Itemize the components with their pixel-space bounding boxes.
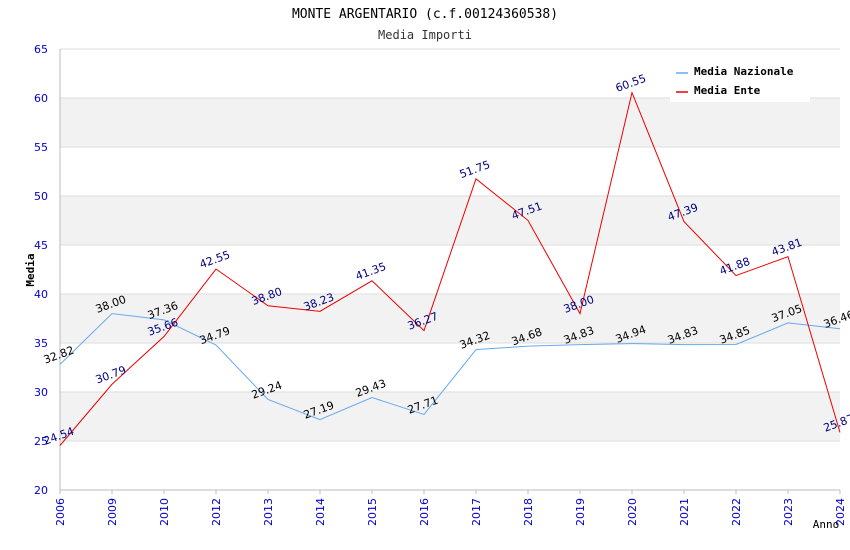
x-tick-label: 2009 — [106, 498, 119, 526]
x-tick-label: 2022 — [730, 498, 743, 526]
x-tick-labels: 2006 2009 2010 2012 2013 2014 2015 2016 2017 2018… — [54, 490, 847, 526]
plot-band — [60, 98, 840, 147]
plot-band — [60, 343, 840, 392]
y-tick-label: 60 — [34, 92, 48, 105]
series-line-media-nazionale — [59, 313, 841, 421]
plot-bands — [60, 49, 840, 490]
x-axis-title: Anno — [813, 518, 840, 531]
x-tick-label: 2014 — [314, 498, 327, 526]
legend-label-media-nazionale: Media Nazionale — [694, 65, 794, 78]
y-tick-label: 45 — [34, 239, 48, 252]
x-tick-label: 2016 — [418, 498, 431, 526]
y-tick-label: 20 — [34, 484, 48, 497]
chart-title: MONTE ARGENTARIO (c.f.00124360538) — [292, 7, 558, 22]
x-tick-label: 2010 — [158, 498, 171, 526]
plot-band — [60, 441, 840, 490]
gridlines — [60, 48, 840, 491]
x-tick-label: 2019 — [574, 498, 587, 526]
x-tick-label: 2013 — [262, 498, 275, 526]
x-tick-label: 2018 — [522, 498, 535, 526]
legend-box — [670, 60, 810, 102]
x-tick-label: 2017 — [470, 498, 483, 526]
legend-label-media-ente: Media Ente — [694, 84, 761, 97]
chart-subtitle: Media Importi — [378, 28, 472, 42]
y-axis-title: Media — [24, 253, 37, 286]
series-line-media-ente — [59, 90, 841, 446]
y-tick-labels: 20 25 30 35 40 45 50 55 60 65 — [34, 43, 48, 497]
y-tick-label: 35 — [34, 337, 48, 350]
y-tick-label: 25 — [34, 435, 48, 448]
x-tick-label: 2023 — [782, 498, 795, 526]
y-tick-label: 55 — [34, 141, 48, 154]
y-tick-label: 40 — [34, 288, 48, 301]
x-tick-label: 2024 — [834, 498, 847, 526]
y-tick-label: 50 — [34, 190, 48, 203]
plot-band — [60, 147, 840, 196]
x-tick-label: 2020 — [626, 498, 639, 526]
x-tick-label: 2012 — [210, 498, 223, 526]
x-tick-label: 2021 — [678, 498, 691, 526]
x-tick-label: 2006 — [54, 498, 67, 526]
y-tick-label: 65 — [34, 43, 48, 56]
legend: Media Nazionale Media Ente — [670, 60, 810, 102]
y-tick-label: 30 — [34, 386, 48, 399]
plot-band — [60, 196, 840, 245]
series-lines — [59, 90, 841, 446]
plot-band — [60, 392, 840, 441]
x-tick-label: 2015 — [366, 498, 379, 526]
